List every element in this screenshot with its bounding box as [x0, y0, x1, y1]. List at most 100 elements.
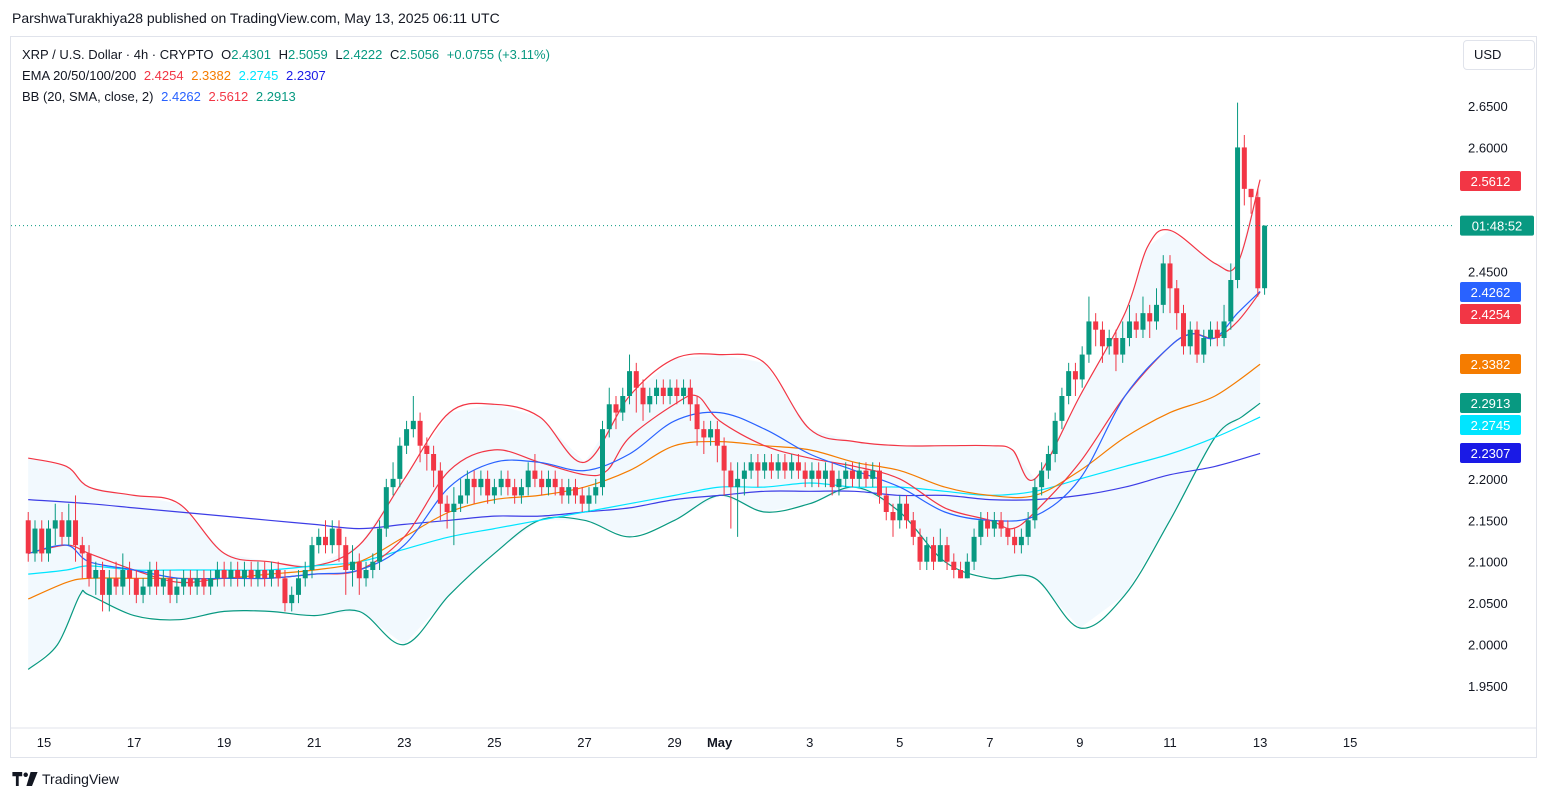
- candle-body: [518, 487, 524, 496]
- bb-legend-row[interactable]: BB (20, SMA, close, 2) 2.4262 2.5612 2.2…: [22, 86, 554, 107]
- candle-body: [1086, 321, 1092, 355]
- candle: [1194, 321, 1200, 363]
- x-tick-label: 17: [127, 735, 141, 750]
- candle: [1005, 520, 1011, 546]
- candle-body: [539, 478, 545, 488]
- candle: [1039, 462, 1045, 496]
- candle-body: [674, 387, 680, 396]
- candle: [52, 503, 58, 546]
- candle-body: [816, 470, 822, 479]
- candle-body: [958, 570, 964, 579]
- candle: [410, 396, 416, 438]
- price-tag-bg: [1460, 415, 1521, 435]
- candle: [525, 462, 531, 496]
- candle-body: [309, 545, 315, 570]
- price-tag: 2.4262: [1460, 282, 1521, 302]
- candle: [113, 561, 119, 595]
- candle-body: [599, 429, 605, 488]
- candle: [640, 379, 646, 421]
- candle: [154, 561, 160, 595]
- candle-body: [133, 578, 139, 595]
- candle: [1079, 346, 1085, 388]
- candle-body: [1079, 354, 1085, 380]
- candle: [25, 512, 31, 562]
- candle: [1018, 528, 1024, 554]
- candle: [397, 437, 403, 488]
- low-label: L: [335, 47, 343, 62]
- candle-body: [762, 462, 768, 471]
- candle: [505, 470, 511, 496]
- candle-body: [1201, 338, 1207, 355]
- close-label: C: [390, 47, 400, 62]
- candle-body: [1072, 371, 1078, 380]
- candle-body: [1059, 396, 1065, 421]
- ema-legend-row[interactable]: EMA 20/50/100/200 2.4254 2.3382 2.2745 2…: [22, 65, 554, 86]
- candle: [181, 570, 187, 595]
- candle: [323, 520, 328, 554]
- candle-body: [559, 487, 565, 496]
- candle-body: [1262, 225, 1268, 289]
- candle-body: [120, 570, 126, 587]
- candle-body: [1140, 313, 1146, 330]
- candle: [512, 478, 518, 504]
- candle-body: [370, 561, 376, 570]
- candle-body: [1093, 321, 1099, 330]
- x-tick-label: 7: [986, 735, 993, 750]
- x-tick-label: May: [707, 735, 733, 750]
- candle: [336, 520, 342, 562]
- candle: [275, 561, 281, 587]
- price-tag-text: 2.3382: [1471, 357, 1511, 372]
- y-tick-label: 2.0500: [1468, 596, 1508, 611]
- candle-body: [714, 429, 720, 446]
- candle: [1255, 188, 1261, 297]
- candle-body: [836, 478, 842, 488]
- candle: [539, 470, 545, 496]
- candle-body: [843, 470, 849, 479]
- candle-body: [1120, 338, 1126, 355]
- candle: [356, 553, 362, 595]
- candle-body: [735, 478, 741, 488]
- symbol-label[interactable]: XRP / U.S. Dollar · 4h · CRYPTO: [22, 47, 214, 62]
- candle-body: [525, 470, 531, 488]
- candle: [856, 462, 862, 488]
- candle-body: [1052, 420, 1058, 454]
- price-tag-bg: [1460, 282, 1521, 302]
- candle: [1052, 412, 1058, 463]
- candle-body: [870, 470, 876, 479]
- candle-body: [451, 503, 457, 512]
- candle: [613, 396, 619, 430]
- footer-brand[interactable]: TradingView: [12, 771, 119, 787]
- candle-body: [768, 462, 774, 471]
- candle-body: [39, 528, 45, 554]
- candle: [1262, 225, 1268, 295]
- x-tick-label: 15: [1343, 735, 1357, 750]
- candle: [802, 462, 808, 488]
- candle-body: [627, 371, 633, 396]
- x-tick-label: 15: [37, 735, 51, 750]
- candle: [100, 561, 106, 612]
- candle: [795, 454, 801, 479]
- candle-body: [363, 570, 369, 579]
- candle: [755, 454, 761, 488]
- candle: [559, 478, 565, 504]
- chart-frame[interactable]: [10, 36, 1537, 758]
- price-tag-text: 2.2745: [1471, 418, 1511, 433]
- candle: [485, 470, 491, 504]
- candle-body: [660, 387, 666, 396]
- candle: [478, 470, 484, 496]
- close-value: 2.5056: [399, 47, 440, 62]
- candle: [106, 570, 112, 612]
- currency-button[interactable]: USD: [1463, 40, 1535, 70]
- candle-body: [849, 470, 855, 479]
- candle: [370, 553, 376, 579]
- candle: [1032, 478, 1038, 529]
- candles-group: [25, 102, 1268, 612]
- candle: [998, 512, 1004, 537]
- candle: [1086, 296, 1092, 363]
- candle-body: [931, 545, 937, 562]
- candle: [343, 536, 349, 595]
- candle-body: [181, 578, 187, 587]
- candle-body: [228, 570, 234, 579]
- candle-body: [876, 470, 882, 496]
